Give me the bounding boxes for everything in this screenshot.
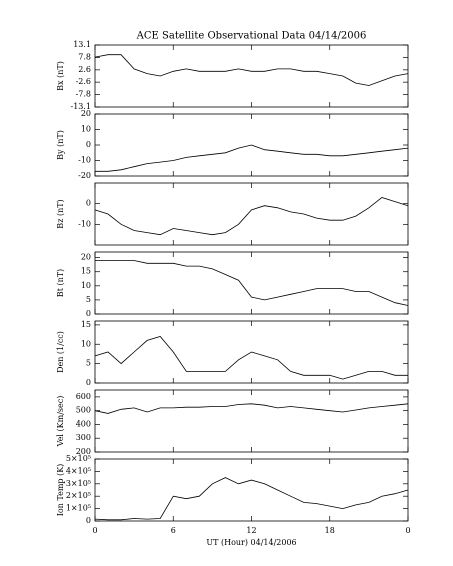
y-tick-label: -10 [78, 219, 91, 228]
panel-frame [94, 389, 409, 453]
y-tick-label: -13.1 [70, 102, 91, 111]
y-tick-label: 0 [86, 309, 91, 318]
y-tick-label: 20 [81, 109, 91, 118]
x-tick-label: 18 [325, 526, 335, 535]
y-axis-label: Ion Temp (K) [56, 464, 65, 517]
y-tick-label: 200 [76, 447, 91, 456]
y-tick-label: -2.6 [76, 77, 91, 86]
data-line [94, 336, 408, 380]
x-axis-label: UT (Hour) 04/14/2006 [206, 538, 296, 547]
y-tick-label: -10 [78, 156, 91, 165]
y-tick-label: 3×10⁵ [66, 479, 91, 488]
x-tick-label: 12 [246, 526, 256, 535]
panel-frame [94, 458, 409, 522]
y-tick-label: 13.1 [73, 40, 91, 49]
chart-title: ACE Satellite Observational Data 04/14/2… [136, 31, 367, 42]
y-tick-label: 5 [86, 359, 91, 368]
y-tick-label: 0 [86, 199, 91, 208]
y-tick-label: 10 [81, 125, 91, 134]
y-tick-label: -20 [78, 171, 91, 180]
panel-frame [94, 251, 409, 315]
y-axis-label: Bx (nT) [56, 61, 65, 91]
y-tick-label: 7.8 [78, 53, 91, 62]
data-line [94, 197, 409, 236]
x-tick-label: 6 [171, 526, 176, 535]
data-line [94, 54, 409, 86]
y-axis-label: Den (1/cc) [56, 331, 65, 373]
y-tick-label: 0 [86, 516, 91, 525]
data-line [95, 260, 409, 306]
y-axis-label: Bz (nT) [56, 199, 65, 228]
x-tick-label: 0 [405, 526, 410, 535]
y-tick-label: 15 [81, 267, 91, 276]
y-tick-label: -7.8 [76, 89, 91, 98]
y-tick-label: 20 [81, 253, 91, 262]
y-tick-label: 300 [76, 433, 91, 442]
y-tick-label: 0 [86, 378, 91, 387]
data-line [94, 403, 409, 414]
panel-frame [94, 182, 409, 246]
y-tick-label: 5 [86, 295, 91, 304]
y-tick-label: 5×10⁵ [66, 454, 91, 463]
data-line [94, 477, 409, 521]
y-tick-label: 2.6 [78, 65, 91, 74]
y-axis-label: Bt (nT) [56, 269, 65, 297]
panel-frame [94, 44, 409, 108]
y-tick-label: 10 [81, 281, 91, 290]
y-tick-label: 4×10⁵ [66, 466, 91, 475]
y-axis-label: Vel (Km/sec) [56, 396, 65, 448]
y-tick-label: 10 [81, 339, 91, 348]
y-tick-label: 15 [81, 320, 91, 329]
y-tick-label: 400 [76, 419, 91, 428]
y-tick-label: 600 [76, 392, 91, 401]
y-tick-label: 0 [86, 140, 91, 149]
y-axis-label: By (nT) [56, 130, 65, 160]
y-tick-label: 2×10⁵ [66, 491, 91, 500]
y-tick-label: 1×10⁵ [66, 504, 91, 513]
data-line [95, 144, 409, 172]
y-tick-label: 500 [76, 406, 91, 415]
x-tick-label: 0 [92, 526, 97, 535]
